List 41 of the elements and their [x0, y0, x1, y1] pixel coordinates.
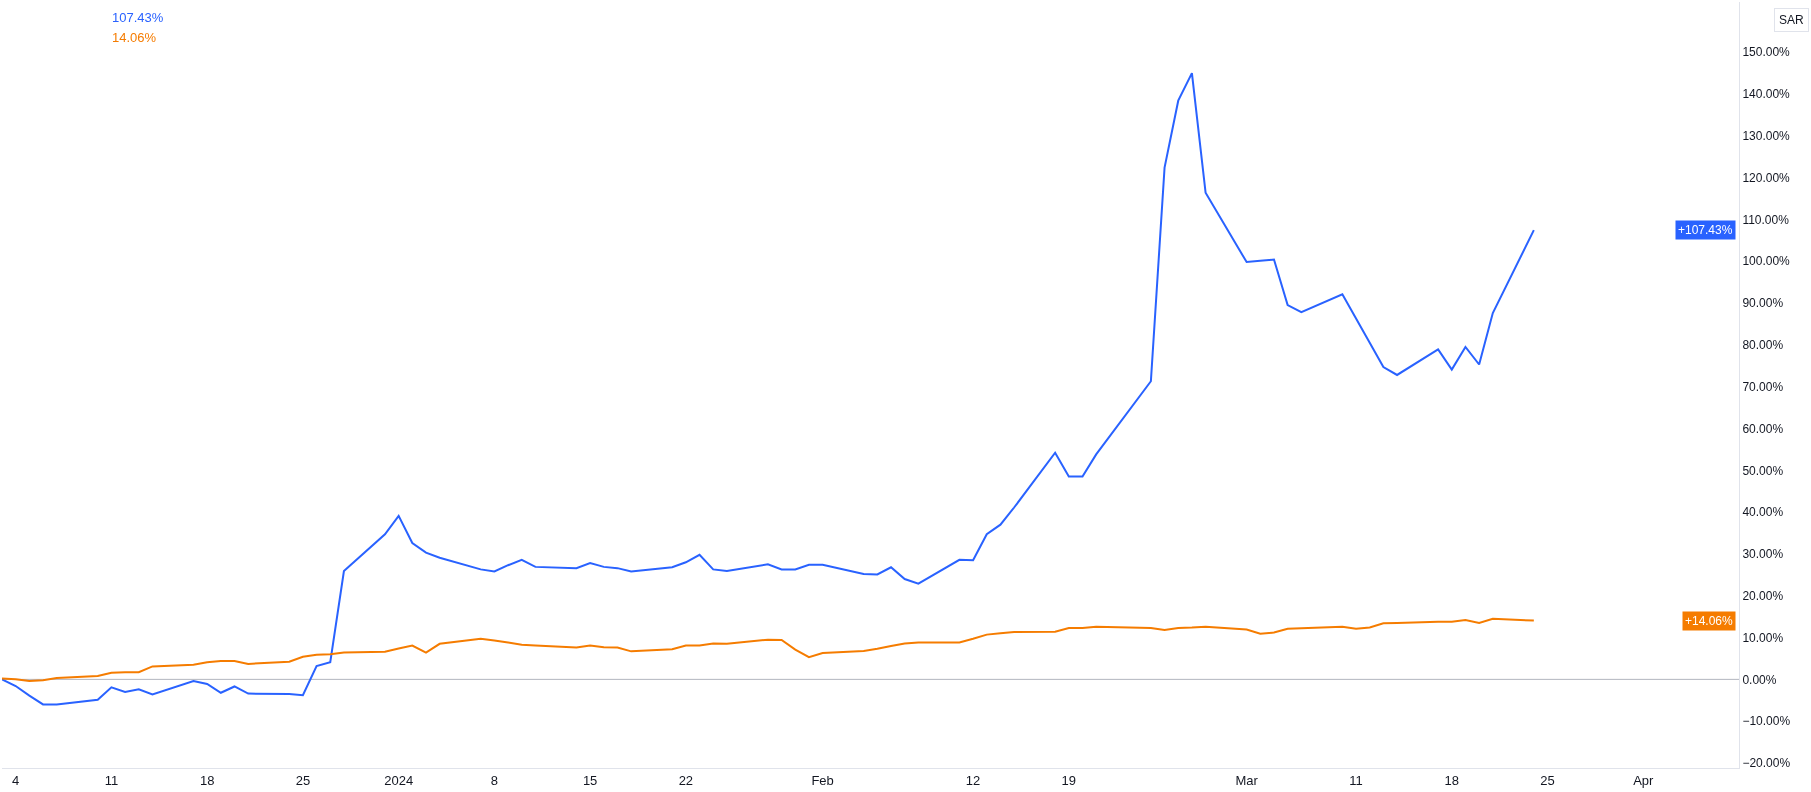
- x-tick-label: 11: [1349, 772, 1363, 788]
- y-tick-label: 40.00%: [1742, 505, 1784, 520]
- text: SAR: [1779, 13, 1805, 27]
- y-tick-label: 30.00%: [1742, 547, 1784, 562]
- x-tick-label: 2024: [384, 772, 414, 788]
- x-tick-label: 18: [199, 772, 215, 788]
- x-tick-label: 4: [12, 772, 20, 788]
- x-tick-label: Feb: [811, 772, 834, 788]
- y-tick-label: 80.00%: [1742, 338, 1784, 353]
- y-tick-label: 90.00%: [1742, 296, 1784, 311]
- x-tick-label: 22: [678, 772, 694, 788]
- x-tick-label: 11: [104, 772, 119, 788]
- x-tick-label: 18: [1444, 772, 1460, 788]
- y-tick-label: 120.00%: [1742, 170, 1791, 185]
- y-tick-label: 60.00%: [1742, 421, 1784, 436]
- y-tick-label: 10.00%: [1742, 630, 1784, 645]
- y-tick-label: 20.00%: [1742, 588, 1784, 603]
- y-tick-label: 100.00%: [1742, 254, 1791, 269]
- y-tick-label: 70.00%: [1742, 379, 1784, 394]
- annotation: 14.06%: [112, 30, 157, 45]
- annotation: +107.43%: [1678, 223, 1733, 237]
- y-tick-label: −10.00%: [1742, 714, 1791, 729]
- x-tick-label: 12: [965, 772, 981, 788]
- y-tick-label: 130.00%: [1742, 129, 1791, 143]
- y-tick-label: 150.00%: [1742, 45, 1791, 60]
- line-series: [2, 617, 1535, 683]
- x-tick-label: Mar: [1235, 772, 1259, 788]
- y-tick-label: −20.00%: [1742, 756, 1791, 771]
- x-tick-label: 25: [1540, 772, 1555, 788]
- line-series: [2, 72, 1535, 706]
- y-tick-label: 0.00%: [1742, 672, 1777, 687]
- x-tick-label: 19: [1061, 772, 1077, 788]
- y-tick-label: 140.00%: [1742, 87, 1791, 102]
- y-tick-label: 110.00%: [1742, 212, 1790, 227]
- annotation: 107.43%: [112, 10, 164, 25]
- x-tick-label: 8: [490, 772, 498, 788]
- y-tick-label: 50.00%: [1742, 463, 1784, 478]
- x-tick-label: Apr: [1633, 772, 1655, 788]
- x-tick-label: 25: [295, 772, 311, 788]
- x-tick-label: 15: [582, 772, 598, 788]
- annotation: +14.06%: [1685, 614, 1734, 628]
